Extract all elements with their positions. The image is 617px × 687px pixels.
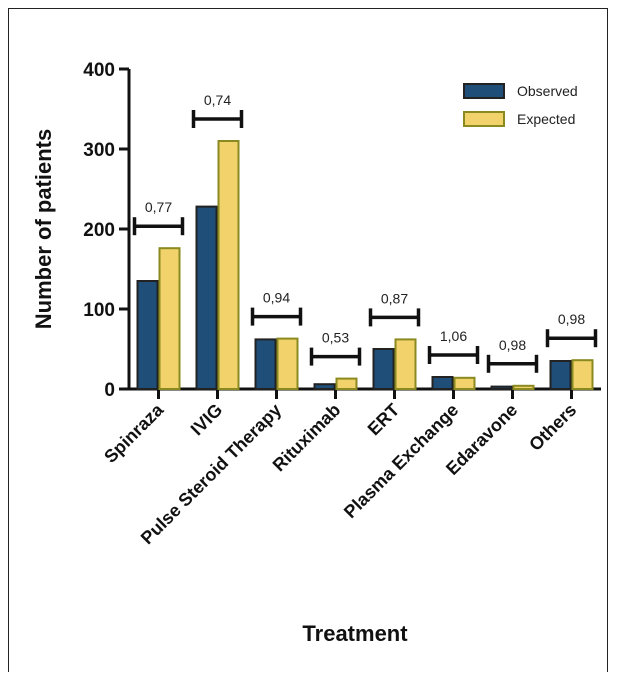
p-value-brackets: 0,77 0,74 0,94 0,53 0,87 1,06 0,98 0,98 [132,92,598,373]
y-axis-title: Number of patients [31,129,56,329]
p-value-label: 0,74 [204,92,231,108]
bar-expected [335,377,358,391]
x-tick-label: Others [525,400,580,455]
bar-expected [217,140,240,390]
bar-expected [571,359,594,391]
bar-expected [512,384,535,390]
bar-expected [453,376,476,390]
bar-expected [276,337,299,391]
bar-observed [254,338,277,390]
chart-figure: 0 100 200 300 400 Spinraza IVIG Pulse Steroid T… [8,8,608,672]
p-value-label: 0,87 [381,290,408,306]
x-tick-label: Plasma Exchange [340,400,462,522]
p-value-label: 0,98 [499,337,526,353]
p-value-label: 1,06 [440,328,467,344]
bar-observed [136,280,159,390]
bar-observed [372,348,395,390]
x-tick-label: IVIG [187,400,227,440]
y-tick-label: 200 [83,220,115,241]
bar-observed [549,360,572,390]
legend-swatch-expected [463,111,505,127]
p-value-label: 0,77 [145,199,172,215]
bars [136,140,594,391]
legend-label: Observed [517,83,578,99]
bar-expected [394,338,417,390]
bar-observed [490,385,513,391]
bar-expected [158,247,181,390]
bar-observed [195,205,218,390]
bar-observed [431,376,454,390]
legend-label: Expected [517,111,575,127]
y-tick-label: 300 [83,140,115,161]
bar-observed [313,383,336,391]
y-tick-label: 100 [83,300,115,321]
x-tick-label: Spinraza [100,399,168,467]
p-value-label: 0,98 [558,311,585,327]
x-axis-title: Treatment [302,621,408,646]
legend: Observed Expected [463,83,578,127]
p-value-label: 0,53 [322,330,349,346]
y-tick-label: 400 [83,60,115,81]
x-tick-label: ERT [364,400,404,440]
y-tick-label: 0 [104,380,115,401]
legend-swatch-observed [463,83,505,99]
p-value-label: 0,94 [263,290,290,306]
